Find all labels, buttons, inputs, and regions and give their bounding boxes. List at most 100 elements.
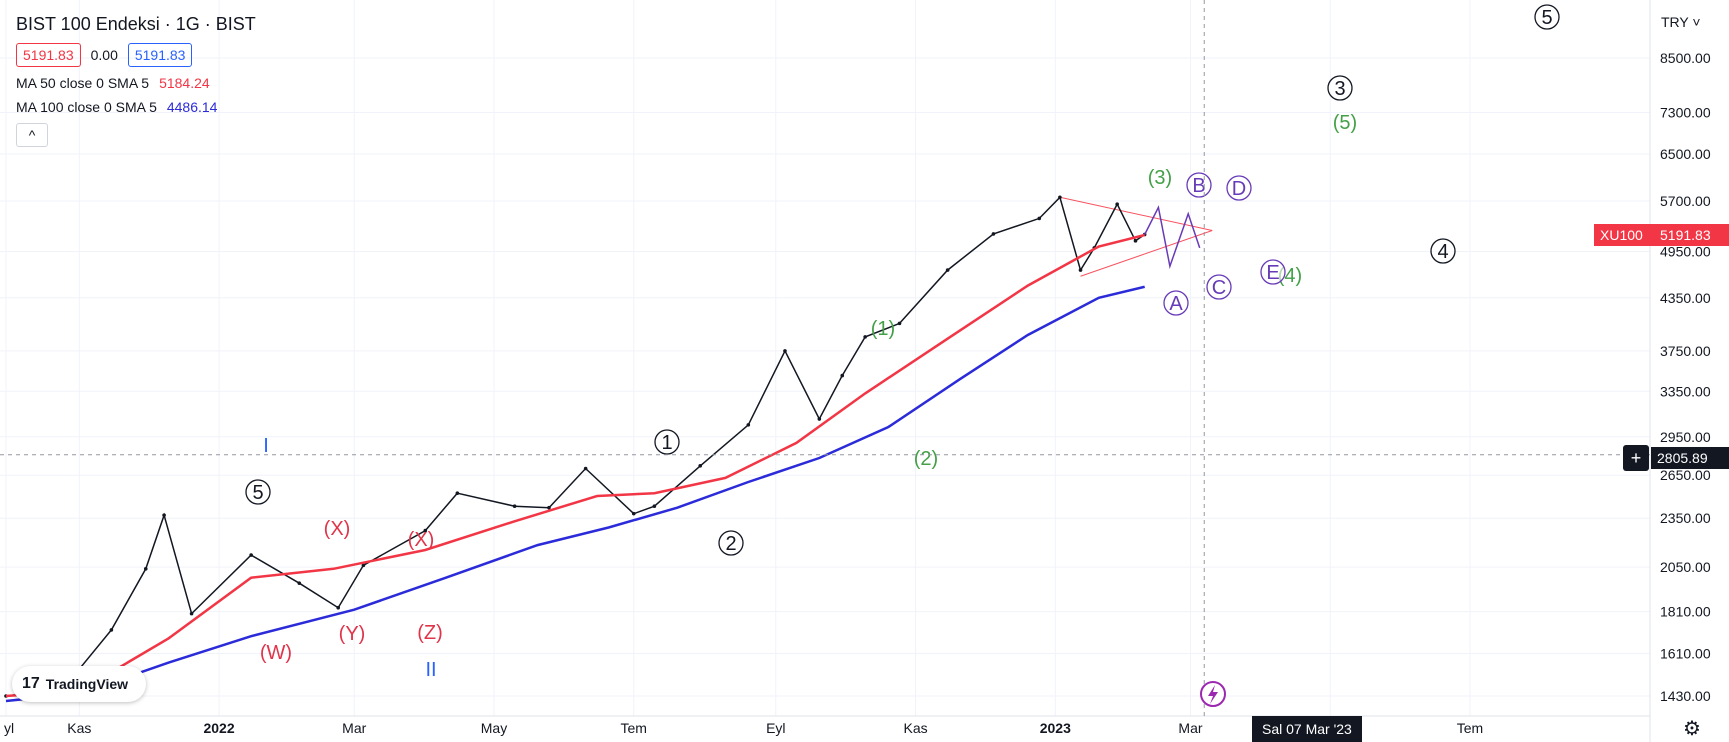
- wave-labels: 5(X) (X)(W)(Y) (Z)III12(1)(2)(3)(4)(5)345A…: [245, 4, 1560, 681]
- indicator-ma100-value: 4486.14: [166, 99, 218, 115]
- series-point: [652, 504, 657, 509]
- chevron-up-icon: ^: [28, 127, 36, 143]
- series-point: [783, 349, 787, 353]
- price-tick-label: 8500.00: [1660, 50, 1711, 66]
- price-tick-label: 3750.00: [1660, 343, 1711, 359]
- wave-label: C: [1212, 277, 1226, 299]
- wave-label: E: [1266, 262, 1279, 284]
- series-point: [631, 511, 636, 516]
- wave-label: 5: [252, 482, 263, 504]
- wave-label: (Z): [417, 622, 443, 644]
- series-point: [361, 563, 366, 568]
- add-alert-plus-icon[interactable]: +: [1623, 445, 1649, 471]
- crosshair: [0, 0, 1650, 716]
- tradingview-logo-text: TradingView: [45, 676, 129, 692]
- series-point: [143, 567, 148, 571]
- event-lightning-icon-bolt: [1208, 685, 1218, 704]
- wave-label: 4: [1437, 241, 1448, 263]
- price-tick-label: 1430.00: [1660, 688, 1711, 704]
- price-tick-label: 2950.00: [1660, 429, 1711, 445]
- wave-label: (3): [1148, 167, 1172, 189]
- time-tick-label: Mar: [1178, 720, 1202, 736]
- triangle-upper-line: [1059, 196, 1213, 231]
- ohlc-row: 5191.83 0.00 5191.83: [16, 43, 256, 67]
- time-tick-label: 2023: [1040, 720, 1071, 736]
- price-tick-label: 4350.00: [1660, 290, 1711, 306]
- series-point: [1133, 239, 1138, 243]
- chart-title: BIST 100 Endeksi · 1G · BIST: [16, 14, 256, 34]
- price-tick-label: 1610.00: [1660, 646, 1711, 662]
- wave-label-circle: [654, 429, 680, 455]
- series-point: [1037, 216, 1042, 221]
- price-tick-label: 2650.00: [1660, 467, 1711, 483]
- wave-label-circle: [1163, 290, 1189, 316]
- wave-label: I: [263, 435, 269, 457]
- time-tick-label: Kas: [67, 720, 91, 736]
- triangle-pattern: [1059, 196, 1213, 277]
- wave-label: D: [1232, 178, 1246, 200]
- series-point: [512, 504, 517, 509]
- series-point: [109, 628, 114, 632]
- time-axis: ylKas2022MarMayTemEylKas2023MarMayTem: [0, 715, 1650, 736]
- wave-label-circle: [718, 530, 744, 556]
- time-tick-label: Eyl: [766, 720, 785, 736]
- series-point: [945, 268, 950, 272]
- series-point: [991, 232, 996, 236]
- wave-label-circle: [1226, 175, 1252, 201]
- series-point: [1115, 202, 1119, 206]
- wave-label-circle: [1186, 172, 1212, 198]
- series-point: [897, 321, 902, 326]
- wave-label-circle: [1534, 4, 1560, 30]
- ohlc-change-value: 0.00: [90, 47, 118, 63]
- series-point: [547, 505, 551, 510]
- time-tick-label: Tem: [621, 720, 647, 736]
- wave-label: (X): [408, 529, 435, 551]
- series-point: [746, 423, 751, 427]
- currency-selector[interactable]: TRY ˅: [1661, 14, 1701, 30]
- wave-label: B: [1192, 175, 1205, 197]
- collapse-legend-button[interactable]: ^: [16, 123, 48, 147]
- ohlc-close-value: 5191.83: [127, 43, 193, 67]
- last-price-label: 5191.83: [1654, 224, 1729, 246]
- price-axis: 8500.00 7300.00 6500.00 5700.00 4950.00 4350.…: [1649, 0, 1711, 742]
- tradingview-logo[interactable]: 17 TradingView: [12, 666, 146, 702]
- wave-label: (2): [914, 448, 938, 470]
- wave-label-circle: [1327, 75, 1353, 101]
- indicator-ma50-label: MA 50 close 0 SMA 5: [16, 75, 150, 91]
- grid-layer: [0, 0, 1650, 716]
- time-tick-label: yl: [4, 720, 14, 736]
- wave-label: 2: [725, 533, 736, 555]
- crosshair-date-label: Sal 07 Mar '23: [1252, 716, 1362, 742]
- price-tick-label: 4950.00: [1660, 244, 1711, 260]
- time-tick-label: Kas: [903, 720, 927, 736]
- crosshair-price-label: 2805.89: [1651, 447, 1729, 469]
- ma100-series-line: [5, 285, 1145, 703]
- series-point: [863, 335, 867, 339]
- series-point: [1078, 268, 1083, 272]
- wave-label-circle: [1260, 259, 1286, 285]
- indicator-ma50[interactable]: MA 50 close 0 SMA 5 5184.24: [16, 75, 256, 91]
- indicator-ma100[interactable]: MA 100 close 0 SMA 5 4486.14: [16, 99, 256, 115]
- settings-gear-icon[interactable]: ⚙: [1683, 718, 1701, 740]
- triangle-lower-line: [1080, 229, 1213, 277]
- series-point: [336, 605, 341, 610]
- time-tick-label: Tem: [1457, 720, 1483, 736]
- wave-label: II: [425, 659, 436, 681]
- series-layer: [4, 195, 1201, 703]
- event-lightning-icon: [1200, 681, 1226, 707]
- wave-label: A: [1169, 293, 1183, 315]
- price-tick-label: 3350.00: [1660, 383, 1711, 399]
- price-tick-label: 7300.00: [1660, 104, 1711, 120]
- price-tick-label: 2350.00: [1660, 510, 1711, 526]
- price-tick-label: 2050.00: [1660, 559, 1711, 575]
- wave-label: (X): [324, 518, 351, 540]
- price-tick-label: 1810.00: [1660, 604, 1711, 620]
- symbol-tag: XU100: [1594, 224, 1663, 246]
- time-tick-label: Mar: [342, 720, 366, 736]
- wave-label: (5): [1333, 112, 1357, 134]
- series-point: [817, 417, 822, 421]
- series-point: [583, 466, 588, 471]
- indicator-ma50-value: 5184.24: [159, 75, 210, 91]
- wave-label: (1): [871, 318, 895, 340]
